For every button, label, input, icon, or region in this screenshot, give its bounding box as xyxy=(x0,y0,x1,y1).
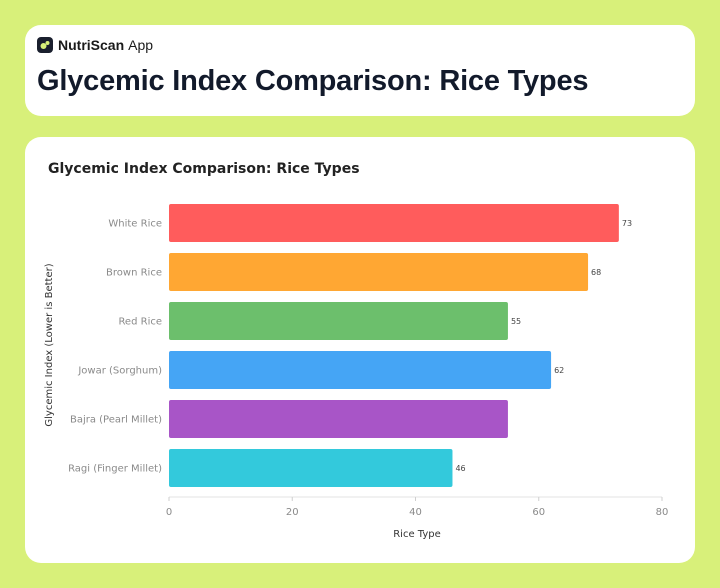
x-tick-label: 20 xyxy=(286,507,299,518)
x-tick-label: 60 xyxy=(532,507,545,518)
category-label: Brown Rice xyxy=(106,268,162,279)
bars-layer: White Rice 73 Brown Rice 68 Red Rice 55 Jowar … xyxy=(68,204,632,487)
bar-chart: Glycemic Index Comparison: Rice Types Wh… xyxy=(44,161,669,540)
category-label: White Rice xyxy=(108,219,162,230)
x-tick-label: 0 xyxy=(166,507,172,518)
header-card: NutriScan App Glycemic Index Comparison:… xyxy=(25,25,695,116)
brand: NutriScan App xyxy=(37,37,153,53)
category-label: Red Rice xyxy=(118,317,162,328)
app-logo-icon xyxy=(37,37,53,53)
x-tick-label: 80 xyxy=(656,507,669,518)
bar xyxy=(169,204,619,242)
page-title: Glycemic Index Comparison: Rice Types xyxy=(37,65,589,97)
bar xyxy=(169,253,589,291)
x-axis-title: Rice Type xyxy=(393,529,441,540)
x-ticks: 0 20 40 60 80 xyxy=(166,497,669,518)
y-axis-title: Glycemic Index (Lower is Better) xyxy=(44,263,55,426)
brand-name: NutriScan xyxy=(58,37,125,53)
category-label: Bajra (Pearl Millet) xyxy=(70,415,162,426)
bar-value-label: 73 xyxy=(622,219,632,228)
bar-value-label: 46 xyxy=(455,464,465,473)
chart-title: Glycemic Index Comparison: Rice Types xyxy=(48,161,360,177)
bar-value-label: 68 xyxy=(591,268,601,277)
bar-value-label: 55 xyxy=(511,317,521,326)
category-label: Jowar (Sorghum) xyxy=(77,366,162,377)
bar-value-label: 62 xyxy=(554,366,564,375)
category-label: Ragi (Finger Millet) xyxy=(68,464,162,475)
bar xyxy=(169,302,508,340)
x-tick-label: 40 xyxy=(409,507,422,518)
bar xyxy=(169,449,453,487)
bar xyxy=(169,351,552,389)
bar xyxy=(169,400,508,438)
brand-suffix: App xyxy=(128,37,154,53)
chart-card: Glycemic Index Comparison: Rice Types Wh… xyxy=(25,137,695,563)
